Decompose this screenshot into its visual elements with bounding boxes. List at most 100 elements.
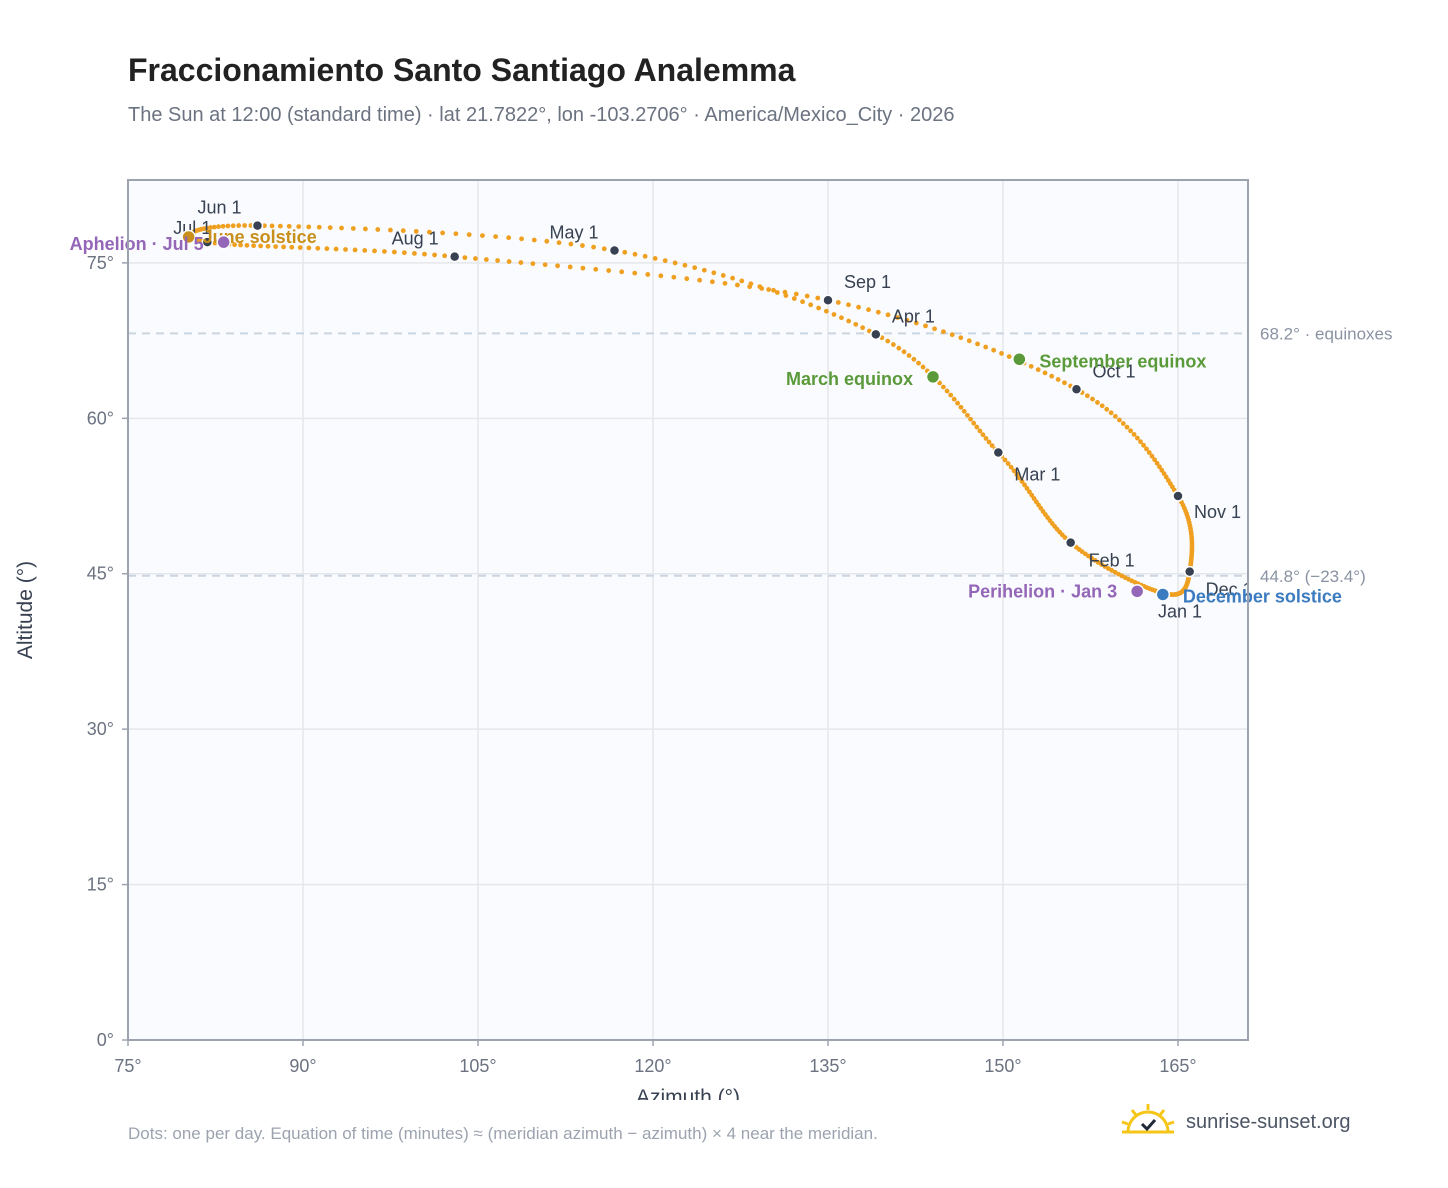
daily-dot bbox=[1049, 373, 1055, 379]
daily-dot bbox=[940, 384, 946, 390]
x-tick-label: 90° bbox=[289, 1056, 316, 1076]
daily-dot bbox=[413, 228, 419, 234]
month-label: Aug 1 bbox=[392, 229, 439, 249]
daily-dot bbox=[556, 240, 562, 246]
daily-dot bbox=[846, 318, 852, 324]
daily-dot bbox=[601, 246, 607, 252]
x-tick-label: 120° bbox=[634, 1056, 671, 1076]
brand[interactable]: sunrise-sunset.org bbox=[1120, 1102, 1351, 1142]
y-tick-label: 60° bbox=[87, 408, 114, 428]
daily-dot bbox=[793, 291, 799, 297]
event-marker bbox=[216, 234, 231, 250]
plot-background bbox=[128, 180, 1248, 1040]
daily-dot bbox=[983, 435, 989, 441]
event-marker bbox=[1129, 584, 1145, 599]
daily-dot bbox=[800, 299, 805, 305]
daily-dot bbox=[1014, 471, 1020, 477]
daily-dot bbox=[453, 231, 459, 237]
daily-dot bbox=[1011, 468, 1017, 474]
daily-dot bbox=[904, 317, 910, 323]
daily-dot bbox=[567, 264, 573, 270]
daily-dot bbox=[944, 388, 950, 394]
daily-dot bbox=[1008, 464, 1014, 470]
month-marker bbox=[1070, 383, 1083, 396]
daily-dot bbox=[923, 323, 928, 329]
daily-dot bbox=[1031, 496, 1037, 501]
daily-dot bbox=[671, 274, 677, 280]
daily-dot bbox=[709, 279, 715, 285]
daily-dot bbox=[375, 227, 381, 232]
daily-dot bbox=[544, 238, 550, 244]
event-marker bbox=[925, 369, 941, 385]
daily-dot bbox=[791, 296, 797, 301]
daily-dot bbox=[1055, 377, 1061, 382]
daily-dot bbox=[1006, 354, 1012, 360]
daily-dot bbox=[684, 276, 690, 282]
daily-dot bbox=[333, 246, 339, 252]
daily-dot bbox=[662, 258, 668, 264]
daily-dot bbox=[1144, 446, 1149, 452]
daily-dot bbox=[958, 335, 964, 341]
daily-dot bbox=[265, 243, 271, 249]
daily-dot bbox=[766, 287, 772, 292]
daily-dot bbox=[1159, 467, 1165, 473]
daily-dot bbox=[462, 255, 468, 261]
daily-dot bbox=[363, 226, 368, 232]
daily-dot bbox=[955, 400, 960, 406]
y-tick-label: 15° bbox=[87, 875, 114, 895]
reference-line-label: 68.2° · equinoxes bbox=[1260, 324, 1393, 343]
daily-dot bbox=[911, 356, 917, 362]
daily-dot bbox=[242, 223, 248, 228]
daily-dot bbox=[286, 223, 292, 229]
daily-dot bbox=[593, 266, 599, 272]
daily-dot bbox=[983, 344, 989, 350]
daily-dot bbox=[619, 269, 625, 275]
analemma-chart: 68.2° · equinoxes 44.8° (−23.4°) Jan 1 Feb… bbox=[14, 179, 1393, 1100]
daily-dot bbox=[941, 329, 946, 335]
month-label: Oct 1 bbox=[1093, 361, 1136, 381]
month-marker bbox=[1064, 536, 1077, 549]
daily-dot bbox=[622, 249, 628, 255]
daily-dot bbox=[1099, 403, 1105, 409]
daily-dot bbox=[991, 347, 997, 353]
daily-dot bbox=[1112, 413, 1118, 419]
daily-dot bbox=[1024, 485, 1030, 491]
daily-dot bbox=[530, 261, 536, 267]
event-label: Aphelion · Jul 5 bbox=[70, 234, 204, 254]
daily-dot bbox=[652, 256, 658, 261]
daily-dot bbox=[1138, 439, 1143, 445]
footnote: Dots: one per day. Equation of time (min… bbox=[128, 1124, 878, 1143]
daily-dot bbox=[948, 392, 954, 398]
daily-dot bbox=[896, 345, 902, 351]
daily-dot bbox=[466, 232, 472, 238]
daily-dot bbox=[1019, 479, 1025, 484]
x-tick-label: 135° bbox=[809, 1056, 846, 1076]
daily-dot bbox=[701, 267, 707, 273]
daily-dot bbox=[1134, 435, 1140, 441]
daily-dot bbox=[901, 349, 907, 355]
daily-dot bbox=[980, 432, 986, 438]
month-marker bbox=[1172, 490, 1184, 502]
month-marker bbox=[608, 244, 621, 257]
page-title: Fraccionamiento Santo Santiago Analemma bbox=[128, 52, 796, 88]
daily-dot bbox=[632, 270, 638, 276]
daily-dot bbox=[916, 360, 921, 366]
month-marker bbox=[201, 236, 214, 248]
daily-dot bbox=[258, 243, 264, 249]
daily-dot bbox=[606, 268, 612, 273]
x-tick-label: 150° bbox=[984, 1056, 1021, 1076]
daily-dot bbox=[230, 223, 236, 229]
daily-dot bbox=[1157, 464, 1162, 470]
daily-dot bbox=[542, 262, 548, 268]
daily-dot bbox=[853, 321, 859, 327]
daily-dot bbox=[989, 443, 995, 449]
x-tick-label: 75° bbox=[114, 1056, 141, 1076]
daily-dot bbox=[568, 241, 574, 247]
daily-dot bbox=[495, 258, 500, 263]
page-subtitle: The Sun at 12:00 (standard time) · lat 2… bbox=[128, 104, 955, 126]
y-tick-label: 0° bbox=[97, 1030, 114, 1050]
daily-dot bbox=[920, 364, 926, 370]
daily-dot bbox=[401, 250, 407, 256]
month-marker bbox=[448, 250, 461, 263]
month-label: Jun 1 bbox=[197, 198, 241, 218]
